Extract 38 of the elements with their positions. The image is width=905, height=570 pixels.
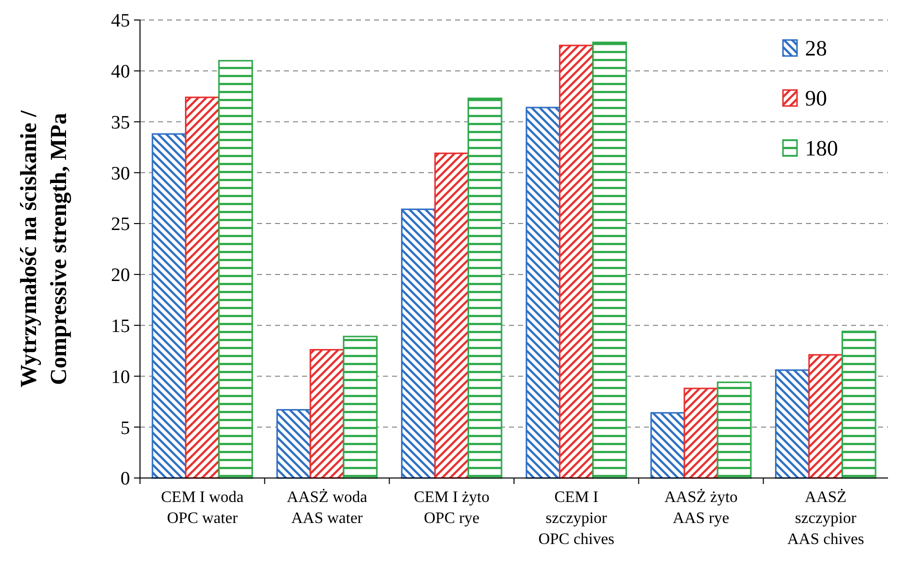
x-tick-label: AASŻ żyto AAS rye <box>664 488 738 527</box>
y-tick-label: 25 <box>111 214 130 236</box>
legend-label: 28 <box>805 36 827 61</box>
legend-label: 180 <box>805 136 838 161</box>
y-tick-label: 5 <box>120 418 130 439</box>
x-tick-label: CEM I woda OPC water <box>161 489 244 527</box>
y-tick-label: 0 <box>120 468 130 490</box>
bar <box>842 330 876 479</box>
bar <box>558 44 594 479</box>
x-tick-label: CEM I żyto OPC rye <box>414 489 490 527</box>
bar <box>401 208 436 479</box>
x-tick-label: CEM I szczypior OPC chives <box>538 489 614 548</box>
bar <box>684 388 718 479</box>
y-tick-label: 10 <box>111 366 130 388</box>
x-tick-label: AASŻ szczypior AAS chives <box>787 488 864 548</box>
bar <box>276 409 312 479</box>
bar <box>468 98 502 479</box>
bar <box>775 369 810 479</box>
bar <box>184 96 220 479</box>
bar <box>808 354 844 479</box>
bar <box>310 349 344 479</box>
y-tick-label: 40 <box>111 62 130 83</box>
x-tick-label: AASŻ woda AAS water <box>286 488 368 527</box>
y-tick-label: 15 <box>111 316 130 337</box>
bar <box>218 60 253 479</box>
bar <box>716 382 752 479</box>
bar <box>592 42 627 479</box>
bar <box>526 106 560 479</box>
bar <box>650 412 686 479</box>
y-tick-label: 30 <box>111 163 130 184</box>
y-tick-label: 45 <box>111 10 130 32</box>
bar <box>434 152 470 479</box>
bar <box>342 336 378 479</box>
y-tick-label: 35 <box>111 112 130 134</box>
legend-label: 90 <box>805 86 827 111</box>
bar <box>152 133 186 479</box>
y-tick-label: 20 <box>111 265 130 286</box>
y-axis-title: Wytrzymałość na ściskanie / Compressive strength, MPa <box>16 110 72 388</box>
